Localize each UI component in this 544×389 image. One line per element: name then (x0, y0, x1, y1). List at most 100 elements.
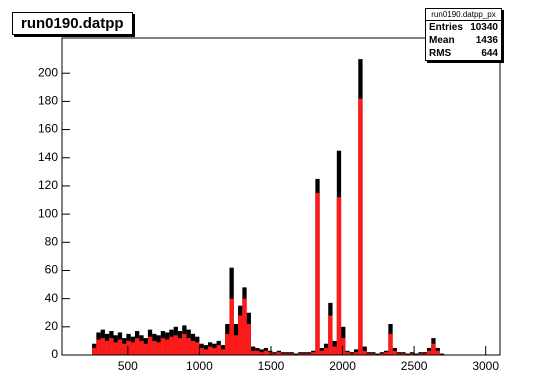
y-tick-label: 80 (45, 234, 59, 248)
stats-row: Mean 1436 (426, 34, 501, 47)
histogram-bar (392, 350, 397, 355)
y-tick-label: 120 (38, 178, 58, 192)
histogram-bar (366, 353, 372, 355)
histogram-bar (302, 353, 307, 355)
histogram-bar (139, 340, 144, 355)
histogram-bar (409, 353, 415, 355)
histogram-bar (401, 353, 406, 355)
histogram-bar (160, 338, 166, 355)
histogram-bar (293, 353, 299, 355)
histogram-bar (113, 342, 118, 355)
histogram-bar (345, 352, 350, 355)
stats-label: RMS (429, 48, 452, 59)
histogram-bar (255, 350, 260, 355)
histogram-bar (259, 352, 264, 355)
histogram-bar (156, 342, 161, 355)
histogram-bar (186, 338, 191, 355)
stats-label: Mean (429, 35, 455, 46)
histogram-bar (147, 336, 153, 355)
y-tick-label: 160 (38, 122, 58, 136)
stats-value: 1436 (475, 35, 498, 46)
histogram-bar (169, 336, 174, 355)
histogram-bar (371, 353, 376, 355)
histogram-bar (109, 338, 114, 355)
x-tick-label: 2000 (329, 359, 356, 373)
histogram-bar (375, 353, 380, 355)
y-tick-label: 200 (38, 65, 58, 79)
histogram-bar (276, 352, 281, 355)
histogram-bar (199, 347, 204, 355)
histogram-bar (263, 350, 269, 355)
histogram-bar (388, 333, 393, 355)
histogram-bar (242, 298, 247, 355)
histogram-bar (104, 340, 110, 355)
stats-label: Entries (429, 22, 463, 33)
histogram-bar (435, 350, 440, 355)
histogram-bar (195, 342, 200, 355)
histogram-bar (220, 349, 226, 355)
histogram-bar (349, 353, 354, 355)
plot-frame (61, 37, 501, 356)
histogram-bar (358, 98, 363, 356)
histogram-bar (336, 197, 342, 355)
histogram-bar (100, 338, 105, 355)
y-tick-label: 100 (38, 206, 58, 220)
histogram-bar (233, 335, 239, 355)
x-tick-label: 3000 (472, 359, 499, 373)
histogram-bar (92, 347, 97, 355)
histogram-bar (268, 352, 273, 355)
histogram-bar (177, 338, 183, 355)
histogram-bar (285, 353, 290, 355)
histogram-bar (439, 353, 445, 355)
histogram-bar (190, 340, 196, 355)
histogram-bar (272, 353, 277, 355)
histogram-bar (130, 342, 135, 355)
histogram-bar (315, 192, 320, 355)
histogram-bar (414, 353, 419, 355)
y-tick-label: 60 (45, 263, 59, 277)
histogram-bar (203, 349, 208, 355)
histogram-bar (246, 324, 251, 355)
histogram-bar (225, 333, 230, 355)
x-tick-label: 500 (118, 359, 138, 373)
stats-title: run0190.datpp_px (426, 9, 501, 21)
histogram-bar (135, 338, 140, 355)
histogram-bar (431, 343, 436, 355)
histogram-bar (281, 353, 286, 355)
y-tick-label: 140 (38, 150, 58, 164)
y-tick-label: 40 (45, 291, 59, 305)
stats-row: RMS 644 (426, 47, 501, 60)
histogram-bar (126, 340, 131, 355)
histogram-bar (216, 345, 221, 355)
histogram-bar (182, 333, 187, 355)
histogram-bar (427, 350, 432, 355)
histogram-bar (328, 315, 333, 355)
histogram-bar (418, 353, 423, 355)
histogram-bar (422, 353, 427, 355)
x-tick-label: 2500 (401, 359, 428, 373)
histogram-bar (152, 340, 157, 355)
histogram-bar (289, 353, 294, 355)
stats-row: Entries 10340 (426, 21, 501, 34)
stats-value: 644 (481, 48, 498, 59)
histogram-bar (298, 353, 303, 355)
y-tick-label: 20 (45, 319, 59, 333)
histogram-bar (250, 350, 256, 355)
histogram-bar (96, 339, 101, 355)
histogram-bar (229, 298, 234, 355)
histogram-bar (208, 346, 213, 355)
histogram-bar (250, 346, 256, 355)
histogram-bar (173, 335, 178, 355)
axis-frame (61, 37, 501, 356)
histogram-bar (396, 353, 402, 355)
histogram-bar (379, 353, 385, 355)
histogram-bar (332, 346, 337, 355)
stats-value: 10340 (470, 22, 498, 33)
histogram-bar (362, 350, 367, 355)
histogram-bar (405, 353, 410, 355)
histogram-bar (122, 343, 127, 355)
chart-title: run0190.datpp (12, 12, 133, 35)
histogram-bar (384, 352, 389, 355)
histogram-bar (165, 339, 170, 355)
